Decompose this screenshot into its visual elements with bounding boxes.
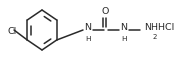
Text: 2: 2 bbox=[153, 34, 157, 40]
Text: Cl: Cl bbox=[8, 27, 17, 36]
Text: H: H bbox=[85, 36, 91, 42]
Text: O: O bbox=[101, 6, 109, 15]
Text: H: H bbox=[121, 36, 127, 42]
Text: NH: NH bbox=[144, 24, 158, 33]
Text: N: N bbox=[121, 24, 128, 33]
Text: ·HCl: ·HCl bbox=[155, 24, 174, 33]
Text: N: N bbox=[85, 24, 92, 33]
